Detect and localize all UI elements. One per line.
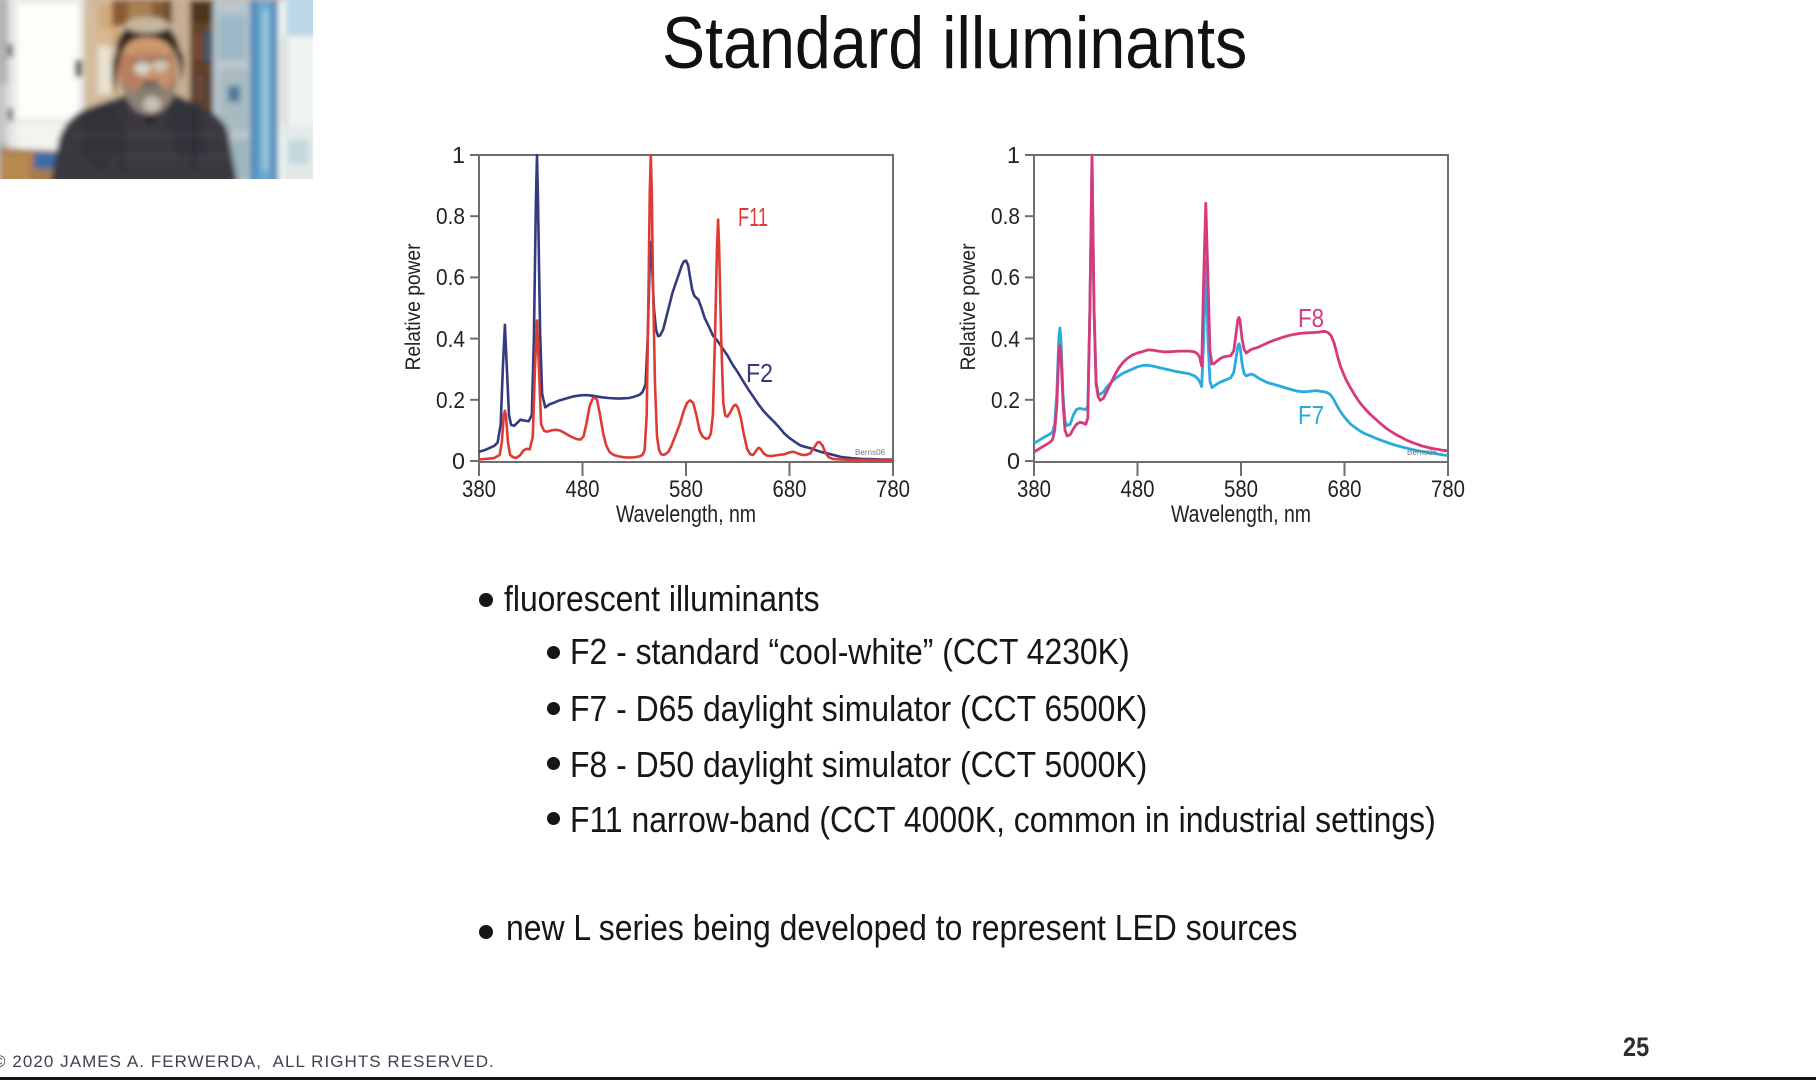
svg-text:580: 580 — [669, 476, 703, 503]
svg-text:Relative power: Relative power — [957, 244, 980, 371]
svg-text:0.2: 0.2 — [991, 387, 1020, 413]
svg-text:1: 1 — [1007, 142, 1020, 168]
svg-text:0.4: 0.4 — [991, 326, 1020, 352]
svg-text:Wavelength, nm: Wavelength, nm — [1171, 501, 1311, 528]
svg-text:380: 380 — [462, 476, 496, 503]
svg-text:480: 480 — [566, 476, 600, 503]
svg-text:780: 780 — [1431, 476, 1465, 503]
svg-text:F8: F8 — [1298, 303, 1324, 333]
svg-text:1: 1 — [452, 142, 465, 168]
svg-text:380: 380 — [1017, 476, 1051, 503]
svg-text:0.6: 0.6 — [436, 264, 465, 290]
svg-text:F7: F7 — [1298, 400, 1324, 430]
svg-text:Wavelength, nm: Wavelength, nm — [616, 501, 756, 528]
svg-text:680: 680 — [1328, 476, 1362, 503]
svg-text:480: 480 — [1121, 476, 1155, 503]
svg-text:0: 0 — [1007, 448, 1020, 474]
svg-text:680: 680 — [773, 476, 807, 503]
svg-text:Relative power: Relative power — [402, 244, 425, 371]
svg-text:0.8: 0.8 — [436, 203, 465, 229]
svg-text:0.6: 0.6 — [991, 264, 1020, 290]
svg-text:0.4: 0.4 — [436, 326, 465, 352]
svg-text:0: 0 — [452, 448, 465, 474]
svg-text:F11: F11 — [738, 202, 768, 232]
svg-text:0.2: 0.2 — [436, 387, 465, 413]
svg-text:Berns06: Berns06 — [1407, 448, 1438, 457]
svg-text:Berns06: Berns06 — [855, 448, 886, 457]
svg-text:F2: F2 — [746, 358, 773, 388]
svg-text:0.8: 0.8 — [991, 203, 1020, 229]
svg-text:580: 580 — [1224, 476, 1258, 503]
svg-text:780: 780 — [876, 476, 910, 503]
